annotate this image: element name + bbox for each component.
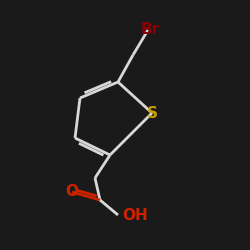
- Text: O: O: [66, 184, 78, 200]
- Text: S: S: [146, 106, 158, 120]
- Text: Br: Br: [140, 22, 160, 38]
- Text: OH: OH: [122, 208, 148, 222]
